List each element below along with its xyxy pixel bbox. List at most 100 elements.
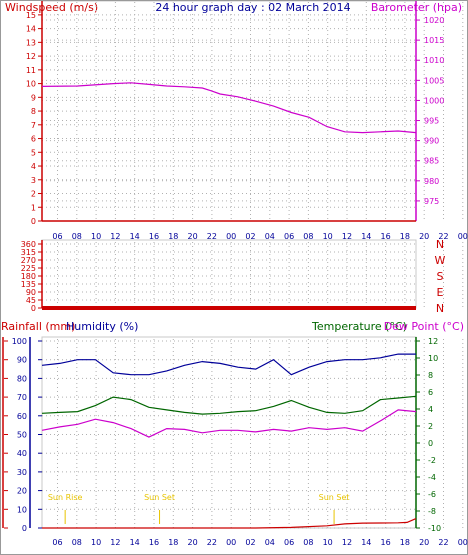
temperature-axis-tick-label: -4 [428,473,436,482]
time-tick-label-top: 02 [245,232,255,241]
temperature-axis-tick-label: 0 [428,439,433,448]
humidity-series-line [41,353,416,376]
time-tick-label-top: 10 [91,232,101,241]
time-tick-label-top: 18 [400,232,410,241]
humidity-axis-tick-label: 20 [17,487,27,496]
dewpoint-label: Dew Point (°C) [384,320,464,333]
direction-axis-tick-label: 45 [26,296,36,305]
time-tick-label-bottom: 14 [130,538,140,547]
compass-label: N [436,302,444,315]
windspeed-axis-tick-label: 12 [26,52,36,61]
time-tick-label-bottom: 10 [91,538,101,547]
windspeed-axis-tick-label: 5 [31,148,36,157]
direction-axis-tick-label: 135 [21,280,36,289]
windspeed-axis-tick-label: 4 [31,162,36,171]
time-tick-label-top: 16 [381,232,391,241]
time-tick-label-top: 20 [188,232,198,241]
temperature-axis-tick-label: -2 [428,456,436,465]
graph-title: 24 hour graph day : 02 March 2014 [155,1,350,14]
time-tick-label-bottom: 20 [419,538,429,547]
time-tick-label-bottom: 22 [207,538,217,547]
panel-frame-direction [41,239,417,309]
compass-label: S [437,270,444,283]
time-tick-label-bottom: 18 [168,538,178,547]
humidity-axis-tick-label: 0 [22,524,27,533]
windspeed-axis-tick-label: 1 [31,203,36,212]
time-tick-label-bottom: 08 [72,538,82,547]
compass-label: N [436,238,444,251]
windspeed-axis-tick-label: 3 [31,176,36,185]
barometer-series-line [41,82,417,134]
barometer-axis-tick-label: 1020 [424,16,444,25]
barometer-axis-tick-label: 975 [424,197,439,206]
humidity-label: Humidity (%) [66,320,138,333]
rainfall-mm-series-line [42,518,417,529]
windspeed-header-label: Windspeed (m/s) [5,1,98,14]
temperature-axis-tick-label: -10 [428,524,441,533]
time-tick-label-bottom: 20 [188,538,198,547]
barometer-axis-tick-label: 990 [424,137,439,146]
time-tick-label-top: 10 [323,232,333,241]
time-tick-label-top: 04 [265,232,275,241]
windspeed-axis-tick-label: 8 [31,107,36,116]
windspeed-axis-tick-label: 2 [31,190,36,199]
time-tick-label-bottom: 12 [110,538,120,547]
temperature-c-series-line [41,395,417,415]
humidity-axis-tick-label: 80 [17,374,27,383]
time-tick-label-top: 16 [149,232,159,241]
time-tick-label-bottom: 00 [458,538,468,547]
time-tick-label-top: 06 [284,232,294,241]
time-tick-label-top: 08 [72,232,82,241]
direction-axis-tick-label: 270 [21,256,36,265]
time-tick-label-top: 06 [52,232,62,241]
time-tick-label-bottom: 16 [149,538,159,547]
sun-annotation-label: Sun Set [144,493,175,502]
time-tick-label-top: 12 [110,232,120,241]
barometer-axis-tick-label: 1000 [424,96,444,105]
dew-point-c-series-line [41,409,417,438]
windspeed-axis-tick-label: 13 [26,38,36,47]
time-tick-label-bottom: 06 [52,538,62,547]
time-tick-label-bottom: 06 [284,538,294,547]
barometer-axis-tick-label: 1005 [424,76,444,85]
windspeed-axis-tick-label: 14 [26,25,36,34]
time-tick-label-top: 20 [419,232,429,241]
windspeed-axis-tick-label: 10 [26,80,36,89]
compass-label: W [435,254,446,267]
windspeed-axis-tick-label: 11 [26,66,36,75]
temperature-axis-tick-label: 12 [428,337,438,346]
humidity-axis-tick-label: 90 [17,356,27,365]
windspeed-axis-tick-label: 15 [26,11,36,20]
direction-axis-tick-label: 180 [21,272,36,281]
temperature-label: Temperature (°C) [311,320,407,333]
humidity-axis-tick-label: 70 [17,393,27,402]
windspeed-axis-tick-label: 9 [31,93,36,102]
windspeed-axis-tick-label: 6 [31,135,36,144]
barometer-axis-tick-label: 1015 [424,36,444,45]
barometer-axis-tick-label: 985 [424,157,439,166]
time-tick-label-bottom: 18 [400,538,410,547]
direction-axis-tick-label: 360 [21,240,36,249]
time-tick-label-top: 14 [130,232,140,241]
time-tick-label-bottom: 14 [361,538,371,547]
barometer-axis-tick-label: 1010 [424,56,444,65]
time-tick-label-top: 14 [361,232,371,241]
humidity-axis-tick-label: 10 [17,505,27,514]
sun-annotation-label: Sun Rise [48,493,83,502]
direction-axis-tick-label: 315 [21,248,36,257]
sun-annotation-label: Sun Set [319,493,350,502]
windspeed-axis-tick-label: 0 [31,217,36,226]
time-tick-label-bottom: 02 [245,538,255,547]
barometer-axis-tick-label: 980 [424,177,439,186]
temperature-axis-tick-label: 8 [428,371,433,380]
humidity-axis-tick-label: 40 [17,449,27,458]
direction-axis-tick-label: 90 [26,288,36,297]
time-tick-label-bottom: 22 [438,538,448,547]
time-tick-label-bottom: 12 [342,538,352,547]
humidity-axis-tick-label: 100 [12,337,27,346]
humidity-axis-tick-label: 30 [17,468,27,477]
time-tick-label-bottom: 16 [381,538,391,547]
